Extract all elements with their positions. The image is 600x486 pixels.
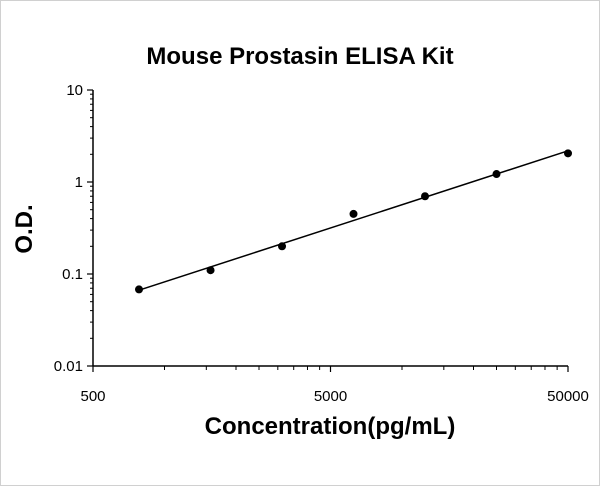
data-point xyxy=(421,192,430,201)
x-tick-label: 500 xyxy=(80,388,105,405)
data-point xyxy=(278,242,287,251)
x-tick-label: 5000 xyxy=(314,388,347,405)
x-tick-label: 50000 xyxy=(547,388,589,405)
data-point xyxy=(206,266,215,275)
data-point xyxy=(492,170,501,179)
y-tick-label: 0.01 xyxy=(54,358,83,375)
data-point xyxy=(134,285,143,294)
data-point xyxy=(349,209,358,218)
trendline xyxy=(138,150,569,291)
y-tick-label: 1 xyxy=(75,174,83,191)
data-point xyxy=(564,149,572,158)
chart-title: Mouse Prostasin ELISA Kit xyxy=(146,43,454,70)
y-tick-label: 0.1 xyxy=(62,266,83,283)
y-tick-label: 10 xyxy=(66,82,83,99)
x-axis-label: Concentration(pg/mL) xyxy=(204,413,456,440)
